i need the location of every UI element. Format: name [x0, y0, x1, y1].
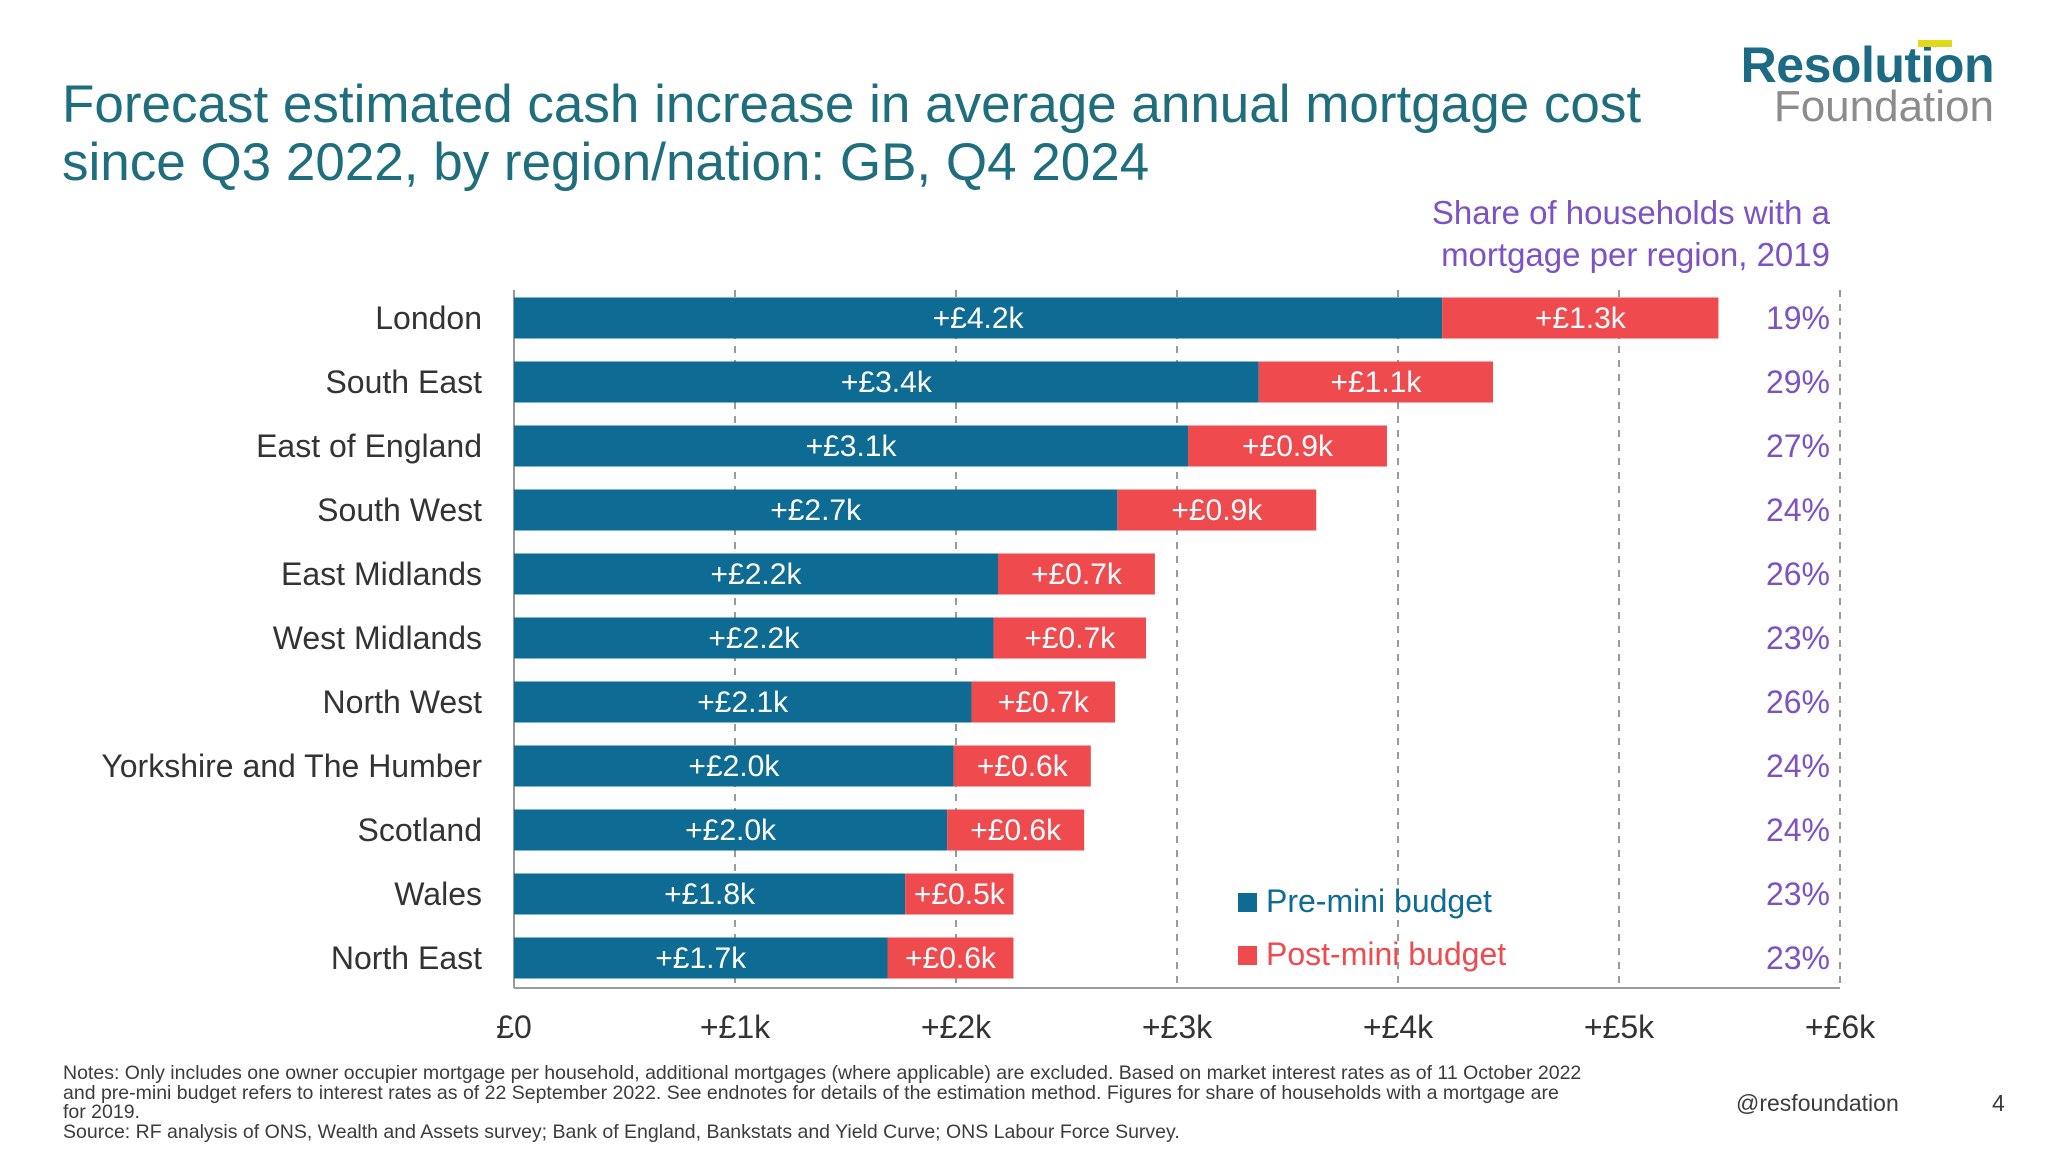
bar-pre-mini-budget	[514, 809, 948, 851]
data-label-post: +£0.9k	[1242, 430, 1334, 463]
bar-pre-mini-budget	[514, 617, 994, 659]
category-label: North East	[331, 940, 482, 976]
bar-post-mini-budget	[1117, 489, 1317, 531]
bar-pre-mini-budget	[514, 361, 1259, 403]
bar-post-mini-budget	[1258, 361, 1494, 403]
x-tick-label: +£3k	[1142, 1009, 1213, 1045]
bar-post-mini-budget	[953, 745, 1091, 787]
bar-pre-mini-budget	[514, 553, 998, 595]
logo-resolution: Resolution	[1740, 37, 1995, 93]
data-label-post: +£0.6k	[977, 750, 1069, 783]
share-of-households-value: 24%	[1766, 748, 1830, 784]
bar-post-mini-budget	[1442, 297, 1719, 339]
notes-line-2: and pre-mini budget refers to interest r…	[63, 1081, 1559, 1104]
share-of-households-value: 24%	[1766, 812, 1830, 848]
bar-post-mini-budget	[971, 681, 1116, 723]
logo-accent	[1918, 40, 1952, 47]
legend-swatch-pre	[1238, 893, 1257, 912]
data-label-post: +£0.7k	[998, 686, 1090, 719]
category-label: Yorkshire and The Humber	[101, 748, 482, 784]
category-label: North West	[323, 684, 483, 720]
data-label-post: +£1.3k	[1535, 302, 1627, 335]
data-label-post: +£0.7k	[1024, 622, 1116, 655]
share-of-households-value: 26%	[1766, 684, 1830, 720]
data-label-pre: +£2.0k	[688, 750, 780, 783]
bar-post-mini-budget	[997, 553, 1155, 595]
data-label-post: +£0.5k	[914, 878, 1006, 911]
logo-foundation: Foundation	[1773, 82, 1994, 131]
x-tick-label: +£4k	[1363, 1009, 1434, 1045]
bar-post-mini-budget	[1188, 425, 1387, 467]
legend-label-pre: Pre-mini budget	[1266, 883, 1492, 919]
share-header-line-2: mortgage per region, 2019	[1441, 236, 1830, 273]
x-tick-label: +£1k	[700, 1009, 771, 1045]
data-label-post: +£1.1k	[1330, 366, 1422, 399]
data-label-pre: +£1.8k	[664, 878, 756, 911]
bar-pre-mini-budget	[514, 489, 1118, 531]
share-of-households-value: 23%	[1766, 940, 1830, 976]
category-label: Wales	[394, 876, 482, 912]
share-of-households-value: 27%	[1766, 428, 1830, 464]
data-label-pre: +£2.2k	[708, 622, 800, 655]
data-label-pre: +£2.7k	[770, 494, 862, 527]
data-label-post: +£0.7k	[1031, 558, 1123, 591]
data-label-pre: +£4.2k	[933, 302, 1025, 335]
data-label-pre: +£2.1k	[697, 686, 789, 719]
category-label: East of England	[256, 428, 482, 464]
share-header-line-1: Share of households with a	[1432, 194, 1831, 231]
share-of-households-value: 23%	[1766, 620, 1830, 656]
legend-swatch-post	[1238, 946, 1257, 965]
page-title: Forecast estimated cash increase in aver…	[62, 75, 1642, 192]
data-label-pre: +£2.2k	[711, 558, 803, 591]
bar-pre-mini-budget	[514, 425, 1189, 467]
notes-line-1: Notes: Only includes one owner occupier …	[63, 1062, 1582, 1084]
data-label-pre: +£3.1k	[806, 430, 898, 463]
bar-pre-mini-budget	[514, 745, 954, 787]
bar-post-mini-budget	[947, 809, 1085, 851]
data-label-post: +£0.9k	[1171, 494, 1263, 527]
data-label-post: +£0.6k	[970, 814, 1062, 847]
x-tick-label: +£6k	[1805, 1009, 1876, 1045]
bar-pre-mini-budget	[514, 297, 1443, 339]
notes-line-3: for 2019.	[63, 1101, 140, 1123]
data-label-post: +£0.6k	[905, 942, 997, 975]
notes: Notes: Only includes one owner occupier …	[63, 1062, 1753, 1143]
bar-post-mini-budget	[993, 617, 1147, 659]
category-label: London	[375, 300, 482, 336]
data-label-pre: +£2.0k	[685, 814, 777, 847]
bar-post-mini-budget	[887, 937, 1014, 979]
share-of-households-value: 29%	[1766, 364, 1830, 400]
data-label-pre: +£1.7k	[655, 942, 747, 975]
legend-label-post: Post-mini budget	[1266, 936, 1506, 972]
category-label: West Midlands	[273, 620, 482, 656]
share-of-households-value: 19%	[1766, 300, 1830, 336]
bar-pre-mini-budget	[514, 681, 972, 723]
source-line: Source: RF analysis of ONS, Wealth and A…	[63, 1120, 1180, 1143]
share-of-households-value: 24%	[1766, 492, 1830, 528]
bar-pre-mini-budget	[514, 873, 906, 915]
bar-pre-mini-budget	[514, 937, 888, 979]
bar-post-mini-budget	[905, 873, 1014, 915]
x-tick-label: +£5k	[1584, 1009, 1655, 1045]
twitter-handle[interactable]: @resfoundation	[1736, 1090, 1899, 1116]
data-label-pre: +£3.4k	[841, 366, 933, 399]
share-of-households-value: 23%	[1766, 876, 1830, 912]
x-tick-label: +£2k	[921, 1009, 992, 1045]
x-tick-label: £0	[496, 1009, 532, 1045]
category-label: South West	[317, 492, 482, 528]
page-number: 4	[1992, 1090, 2005, 1116]
category-label: East Midlands	[281, 556, 482, 592]
share-of-households-value: 26%	[1766, 556, 1830, 592]
category-label: Scotland	[357, 812, 482, 848]
category-label: South East	[325, 364, 482, 400]
